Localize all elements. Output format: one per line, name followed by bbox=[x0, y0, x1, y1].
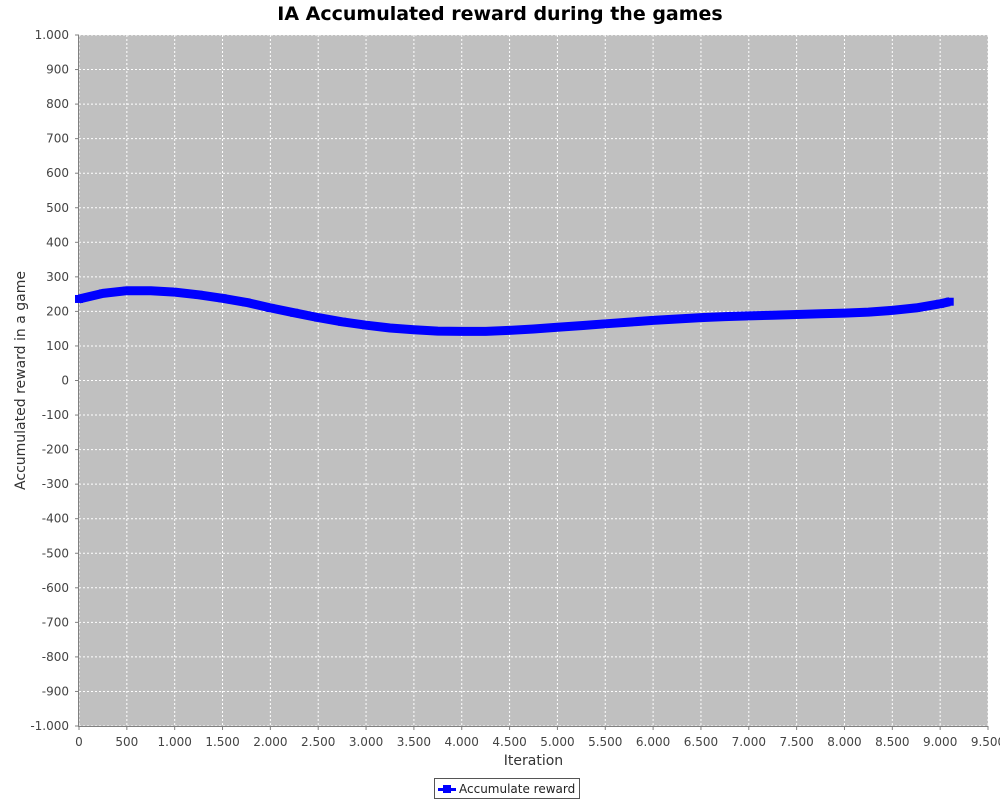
data-point bbox=[266, 303, 275, 312]
data-point bbox=[577, 321, 586, 330]
data-point bbox=[481, 327, 490, 336]
y-tick-label: -700 bbox=[42, 615, 69, 629]
data-point bbox=[649, 316, 658, 325]
y-tick-label: 800 bbox=[46, 97, 69, 111]
data-point bbox=[768, 311, 777, 320]
data-point bbox=[792, 310, 801, 319]
x-tick-label: 6.000 bbox=[636, 735, 670, 749]
x-tick-label: 3.000 bbox=[349, 735, 383, 749]
y-tick-label: 200 bbox=[46, 304, 69, 318]
y-tick-label: 400 bbox=[46, 235, 69, 249]
data-point bbox=[945, 297, 954, 306]
y-tick-label: -400 bbox=[42, 512, 69, 526]
data-point bbox=[457, 327, 466, 336]
y-tick-label: 600 bbox=[46, 166, 69, 180]
data-point bbox=[673, 315, 682, 324]
x-tick-label: 1.500 bbox=[205, 735, 239, 749]
legend: Accumulate reward bbox=[434, 778, 581, 799]
data-point bbox=[744, 311, 753, 320]
data-point bbox=[170, 288, 179, 297]
y-tick-label: -900 bbox=[42, 684, 69, 698]
x-tick-label: 3.500 bbox=[397, 735, 431, 749]
y-tick-label: -600 bbox=[42, 581, 69, 595]
data-point bbox=[242, 298, 251, 307]
data-point bbox=[816, 309, 825, 318]
data-point bbox=[601, 319, 610, 328]
x-tick-label: 5.500 bbox=[588, 735, 622, 749]
y-tick-label: -100 bbox=[42, 408, 69, 422]
y-tick-label: 100 bbox=[46, 339, 69, 353]
y-tick-label: 700 bbox=[46, 132, 69, 146]
data-point bbox=[385, 323, 394, 332]
data-point bbox=[720, 312, 729, 321]
data-point bbox=[409, 325, 418, 334]
x-tick-label: 5.000 bbox=[540, 735, 574, 749]
x-tick-label: 2.000 bbox=[253, 735, 287, 749]
data-point bbox=[290, 308, 299, 317]
y-tick-label: -300 bbox=[42, 477, 69, 491]
x-tick-label: 9.000 bbox=[923, 735, 957, 749]
data-point bbox=[218, 294, 227, 303]
data-point bbox=[122, 286, 131, 295]
x-tick-label: 4.500 bbox=[492, 735, 526, 749]
data-point bbox=[362, 321, 371, 330]
data-point bbox=[338, 317, 347, 326]
data-point bbox=[98, 289, 107, 298]
data-point bbox=[912, 303, 921, 312]
data-point bbox=[840, 309, 849, 318]
x-tick-label: 0 bbox=[75, 735, 83, 749]
chart-title: IA Accumulated reward during the games bbox=[277, 3, 723, 25]
x-tick-label: 500 bbox=[115, 735, 138, 749]
legend-series-swatch bbox=[438, 784, 456, 794]
data-point bbox=[864, 308, 873, 317]
x-tick-label: 7.000 bbox=[732, 735, 766, 749]
data-point bbox=[433, 327, 442, 336]
x-tick-label: 8.500 bbox=[875, 735, 909, 749]
data-point bbox=[314, 313, 323, 322]
x-tick-label: 1.000 bbox=[158, 735, 192, 749]
x-tick-label: 6.500 bbox=[684, 735, 718, 749]
data-point bbox=[553, 323, 562, 332]
y-tick-label: 300 bbox=[46, 270, 69, 284]
x-axis-label: Iteration bbox=[504, 753, 563, 769]
data-point bbox=[146, 286, 155, 295]
data-point bbox=[505, 326, 514, 335]
y-tick-label: 1.000 bbox=[35, 28, 69, 42]
data-point bbox=[75, 294, 83, 303]
x-tick-label: 8.000 bbox=[827, 735, 861, 749]
y-tick-label: 900 bbox=[46, 63, 69, 77]
y-tick-label: 500 bbox=[46, 201, 69, 215]
x-tick-label: 2.500 bbox=[301, 735, 335, 749]
y-tick-label: 0 bbox=[61, 374, 69, 388]
data-point bbox=[696, 313, 705, 322]
data-point bbox=[625, 318, 634, 327]
legend-series-label: Accumulate reward bbox=[459, 781, 576, 796]
y-tick-label: -500 bbox=[42, 546, 69, 560]
x-tick-label: 9.500 bbox=[971, 735, 1000, 749]
y-tick-label: -200 bbox=[42, 443, 69, 457]
y-tick-label: -1.000 bbox=[30, 719, 69, 733]
x-tick-label: 7.500 bbox=[779, 735, 813, 749]
data-point bbox=[529, 325, 538, 334]
y-tick-label: -800 bbox=[42, 650, 69, 664]
x-tick-label: 4.000 bbox=[445, 735, 479, 749]
data-point bbox=[888, 306, 897, 315]
y-axis-label: Accumulated reward in a game bbox=[13, 271, 29, 490]
data-point bbox=[936, 299, 945, 308]
data-point bbox=[194, 290, 203, 299]
